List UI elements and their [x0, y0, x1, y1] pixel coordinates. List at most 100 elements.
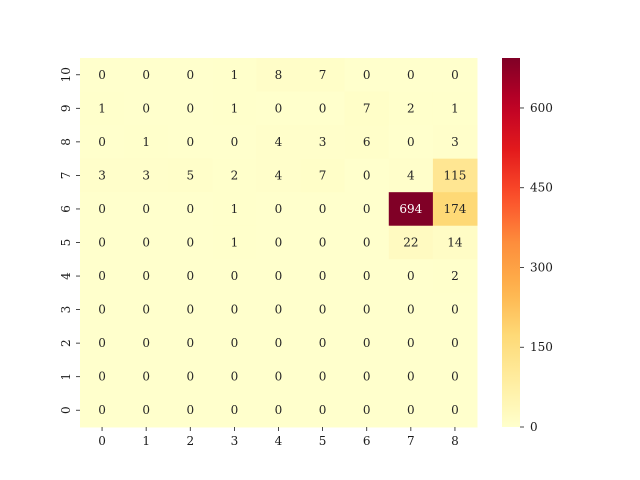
heatmap-cell-r2-c4	[256, 326, 302, 361]
cell-value-label: 0	[186, 269, 194, 283]
heatmap-cell-r0-c3	[212, 393, 257, 428]
colorbar-tick-label: 150	[530, 340, 553, 354]
cell-value-label: 0	[231, 135, 239, 149]
y-tick-label: 4	[59, 272, 73, 280]
heatmap-cell-r7-c8	[432, 158, 478, 193]
y-tick-label: 7	[59, 172, 73, 180]
heatmap-cell-r8-c2	[168, 125, 213, 160]
heatmap-cell-r10-c7	[388, 58, 434, 93]
y-tick-label: 0	[59, 406, 73, 414]
heatmap-cell-r5-c4	[256, 225, 302, 260]
heatmap-cell-r1-c4	[256, 359, 302, 394]
cell-value-label: 0	[142, 68, 150, 82]
cell-value-label: 1	[142, 135, 150, 149]
heatmap-cell-r3-c4	[256, 292, 302, 327]
cell-value-label: 0	[275, 303, 283, 317]
heatmap-cell-r0-c8	[432, 393, 478, 428]
cell-value-label: 4	[275, 135, 283, 149]
heatmap-cell-r4-c7	[388, 259, 434, 294]
heatmap-cell-r9-c3	[212, 91, 257, 126]
heatmap-cell-r6-c1	[124, 192, 169, 227]
x-tick-label: 2	[186, 434, 194, 448]
cell-value-label: 0	[142, 303, 150, 317]
colorbar-tick-label: 0	[530, 420, 538, 434]
heatmap-cell-r8-c7	[388, 125, 434, 160]
cell-value-label: 0	[98, 68, 106, 82]
cell-value-label: 7	[363, 101, 371, 115]
heatmap-cell-r6-c6	[344, 192, 390, 227]
cell-value-label: 1	[231, 236, 239, 250]
cell-value-label: 0	[319, 202, 327, 216]
heatmap-cell-r4-c0	[80, 259, 125, 294]
heatmap-cell-r10-c1	[124, 58, 169, 93]
heatmap-cell-r1-c7	[388, 359, 434, 394]
cell-value-label: 0	[142, 269, 150, 283]
cell-value-label: 14	[447, 236, 463, 250]
cell-value-label: 0	[142, 236, 150, 250]
cell-value-label: 0	[407, 68, 415, 82]
x-tick-label: 5	[319, 434, 327, 448]
heatmap-cell-r3-c6	[344, 292, 390, 327]
heatmap-cell-r9-c5	[300, 91, 346, 126]
cell-value-label: 0	[142, 101, 150, 115]
heatmap-cell-r5-c0	[80, 225, 125, 260]
heatmap-cell-r10-c3	[212, 58, 257, 93]
cell-value-label: 0	[451, 370, 459, 384]
x-tick-label: 4	[275, 434, 283, 448]
heatmap-cell-r8-c8	[432, 125, 478, 160]
heatmap-cell-r7-c5	[300, 158, 346, 193]
heatmap-cell-r1-c5	[300, 359, 346, 394]
heatmap-cell-r3-c8	[432, 292, 478, 327]
cell-value-label: 0	[231, 269, 239, 283]
cell-value-label: 2	[231, 168, 239, 182]
cell-value-label: 0	[451, 68, 459, 82]
cell-value-label: 5	[186, 168, 194, 182]
heatmap-cell-r5-c8	[432, 225, 478, 260]
cell-value-label: 0	[186, 202, 194, 216]
colorbar-tick-label: 450	[530, 181, 553, 195]
cell-value-label: 0	[363, 236, 371, 250]
cell-value-label: 0	[407, 135, 415, 149]
cell-value-label: 3	[451, 135, 459, 149]
cell-value-label: 0	[98, 135, 106, 149]
heatmap-cell-r0-c4	[256, 393, 302, 428]
heatmap-cell-r10-c8	[432, 58, 478, 93]
cell-value-label: 0	[319, 370, 327, 384]
cell-value-label: 0	[98, 303, 106, 317]
heatmap-cell-r1-c1	[124, 359, 169, 394]
cell-value-label: 0	[363, 303, 371, 317]
x-axis-ticks: 0 1 2 3 4 5 6 7 8	[98, 427, 459, 448]
cell-value-label: 3	[319, 135, 327, 149]
cell-value-label: 1	[231, 202, 239, 216]
cell-value-label: 0	[186, 303, 194, 317]
heatmap-cell-r2-c8	[432, 326, 478, 361]
x-tick-label: 1	[142, 434, 150, 448]
heatmap-cell-r5-c6	[344, 225, 390, 260]
cell-value-labels: 0 0 0 1 8 7 0 0 0 1 0 0 1 0 0 7 2 1 0 1 0 0 4 3 6 0 3 3 3 5 2 4 7 0 4 115 0 0…	[98, 68, 467, 417]
heatmap-cell-r2-c7	[388, 326, 434, 361]
cell-value-label: 694	[399, 202, 422, 216]
heatmap-cell-r2-c0	[80, 326, 125, 361]
cell-value-label: 0	[98, 269, 106, 283]
heatmap-cell-r7-c3	[212, 158, 257, 193]
cell-value-label: 0	[275, 370, 283, 384]
heatmap-cell-r8-c6	[344, 125, 390, 160]
cell-value-label: 0	[407, 370, 415, 384]
cell-value-label: 3	[142, 168, 150, 182]
cell-value-label: 0	[186, 370, 194, 384]
heatmap-cell-r8-c1	[124, 125, 169, 160]
heatmap-cell-r8-c4	[256, 125, 302, 160]
heatmap-cell-r6-c7	[388, 192, 434, 227]
heatmap-cell-r9-c7	[388, 91, 434, 126]
y-tick-label: 1	[59, 373, 73, 381]
cell-value-label: 0	[319, 236, 327, 250]
cell-value-label: 0	[275, 101, 283, 115]
heatmap-cell-r3-c7	[388, 292, 434, 327]
cell-value-label: 0	[319, 101, 327, 115]
heatmap-cell-r10-c2	[168, 58, 213, 93]
cell-value-label: 1	[231, 101, 239, 115]
cell-value-label: 7	[319, 168, 327, 182]
heatmap-cell-r0-c6	[344, 393, 390, 428]
colorbar: 0 150 300 450 600	[502, 58, 553, 434]
